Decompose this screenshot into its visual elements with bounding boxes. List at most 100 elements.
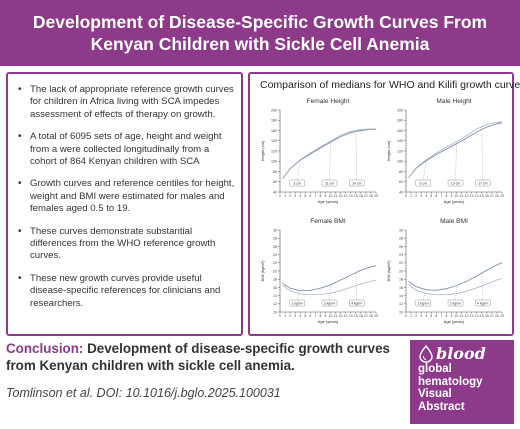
x-tick-label: 15: [354, 194, 358, 198]
chart-title: Male Height: [436, 98, 471, 105]
brand-line-3: Visual: [418, 388, 452, 400]
y-tick-label: 120: [271, 149, 277, 153]
blood-drop-icon: [419, 344, 433, 363]
annotation-box: [289, 179, 305, 187]
x-tick-label: 13: [344, 194, 348, 198]
y-tick-label: 16: [399, 286, 403, 290]
annotation-leader: [355, 272, 358, 301]
y-tick-label: 60: [273, 180, 277, 184]
x-tick-label: 4: [299, 314, 301, 318]
x-tick-label: 10: [329, 314, 333, 318]
y-tick-label: 16: [273, 286, 277, 290]
series-line-1: [282, 129, 376, 179]
x-tick-label: 13: [344, 314, 348, 318]
y-tick-label: 180: [271, 119, 277, 123]
y-tick-label: 14: [399, 294, 403, 298]
y-tick-label: 14: [273, 294, 277, 298]
y-tick-label: 140: [271, 139, 277, 143]
x-tick-label: 12: [339, 194, 343, 198]
annotation-label: 1 kg/m²: [418, 301, 430, 305]
x-tick-label: 19: [374, 314, 378, 318]
x-tick-label: 15: [354, 314, 358, 318]
y-tick-label: 100: [397, 160, 403, 164]
key-point-3: Growth curves and reference centiles for…: [16, 178, 235, 215]
y-axis-label: BMI (kg/m²): [386, 260, 391, 282]
x-tick-label: 12: [339, 314, 343, 318]
y-tick-label: 140: [397, 139, 403, 143]
annotation-label: 14 cm: [352, 181, 361, 185]
x-tick-label: 0: [279, 314, 281, 318]
x-tick-label: 10: [455, 194, 459, 198]
x-tick-label: 19: [374, 194, 378, 198]
y-tick-label: 40: [273, 190, 277, 194]
journal-name: blood: [436, 344, 486, 363]
header-banner: Development of Disease-Specific Growth C…: [0, 0, 520, 66]
y-tick-label: 12: [399, 302, 403, 306]
annotation-label: 17 cm: [478, 181, 487, 185]
annotation-box: [349, 299, 365, 307]
series-line-2: [282, 279, 377, 296]
x-tick-label: 7: [314, 314, 316, 318]
annotation-label: 13 cm: [451, 181, 460, 185]
x-tick-label: 2: [415, 314, 417, 318]
citation: Tomlinson et al. DOI: 10.1016/j.bglo.202…: [6, 386, 281, 400]
y-tick-label: 100: [271, 160, 277, 164]
conclusion-body: Development of disease-specific growth c…: [6, 341, 390, 373]
annotation-box: [447, 299, 464, 307]
x-tick-label: 16: [359, 314, 363, 318]
annotation-box: [321, 179, 338, 187]
x-tick-label: 4: [425, 194, 427, 198]
y-tick-label: 80: [399, 170, 403, 174]
series-line-1: [282, 265, 377, 292]
y-tick-label: 10: [399, 310, 403, 314]
conclusion-block: Conclusion: Development of disease-speci…: [6, 340, 406, 424]
y-tick-label: 60: [399, 180, 403, 184]
x-tick-label: 9: [451, 314, 453, 318]
y-tick-label: 10: [273, 310, 277, 314]
x-tick-label: 18: [495, 314, 499, 318]
x-tick-label: 11: [460, 314, 464, 318]
x-tick-label: 1: [284, 194, 286, 198]
x-tick-label: 2: [415, 194, 417, 198]
x-tick-label: 5: [430, 194, 432, 198]
y-tick-label: 160: [397, 129, 403, 133]
annotation-label: 1 kg/m²: [292, 301, 304, 305]
x-tick-label: 2: [289, 314, 291, 318]
x-tick-label: 0: [405, 194, 407, 198]
x-tick-label: 15: [480, 194, 484, 198]
annotation-leader: [481, 126, 484, 181]
brand-line-1: global: [418, 363, 452, 375]
annotation-box: [475, 299, 491, 307]
annotation-label: 2 kg/m²: [450, 301, 462, 305]
annotation-label: 11 cm: [325, 181, 334, 185]
y-tick-label: 26: [273, 245, 277, 249]
series-line-2: [408, 121, 503, 178]
x-tick-label: 12: [465, 194, 469, 198]
x-tick-label: 10: [329, 194, 333, 198]
y-tick-label: 200: [397, 108, 403, 112]
x-tick-label: 17: [364, 194, 368, 198]
key-point-5: These new growth curves provide useful d…: [16, 273, 235, 310]
annotation-label: 4 kg/m²: [477, 301, 489, 305]
y-tick-label: 30: [399, 228, 403, 232]
x-tick-label: 1: [410, 314, 412, 318]
series-line-1: [408, 262, 503, 291]
chart-male-bmi: Male BMI 10 12 14 16 18 20 22 24 26 28 30 0 1 2 3 4 5 6 7 8 9…: [384, 214, 508, 331]
y-tick-label: 160: [271, 129, 277, 133]
key-point-4: These curves demonstrate substantial dif…: [16, 226, 235, 263]
x-tick-label: 5: [304, 194, 306, 198]
x-tick-label: 19: [500, 194, 504, 198]
x-tick-label: 19: [500, 314, 504, 318]
y-tick-label: 200: [271, 108, 277, 112]
x-tick-label: 10: [455, 314, 459, 318]
series-line-1: [408, 122, 503, 178]
annotation-leader: [422, 289, 427, 301]
x-tick-label: 6: [309, 194, 311, 198]
x-tick-label: 15: [480, 314, 484, 318]
brand-line-4: Abstract: [418, 400, 465, 413]
x-tick-label: 6: [435, 314, 437, 318]
